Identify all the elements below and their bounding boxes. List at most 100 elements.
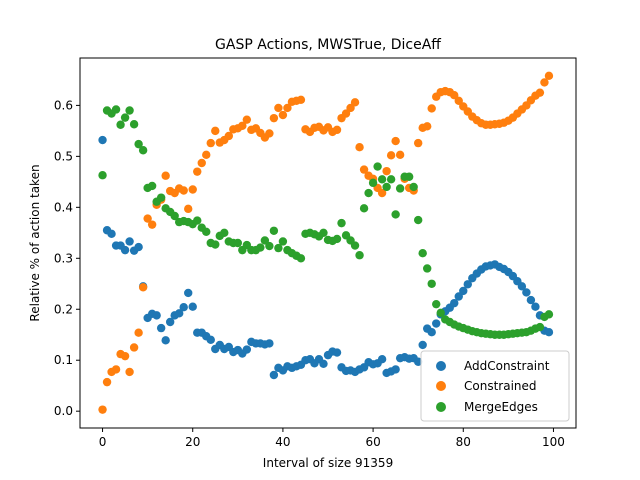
- data-point-addconstraint: [531, 302, 540, 311]
- data-point-mergeedges: [134, 139, 143, 149]
- data-point-mergeedges: [409, 182, 418, 192]
- data-point-constrained: [296, 95, 306, 104]
- data-point-mergeedges: [147, 181, 157, 191]
- data-point-constrained: [355, 142, 364, 152]
- data-point-mergeedges: [193, 216, 202, 225]
- y-tick-label: 0.2: [54, 302, 73, 316]
- data-point-mergeedges: [111, 105, 121, 114]
- data-point-mergeedges: [156, 193, 166, 202]
- data-point-constrained: [274, 103, 283, 113]
- data-point-mergeedges: [368, 178, 378, 188]
- legend-label-addconstraint: AddConstraint: [464, 359, 550, 373]
- data-point-mergeedges: [211, 240, 220, 249]
- data-point-constrained: [238, 121, 247, 130]
- legend-marker-addconstraint: [436, 361, 446, 371]
- data-point-addconstraint: [544, 327, 554, 337]
- data-point-mergeedges: [98, 171, 107, 180]
- x-tick-label: 100: [542, 435, 565, 449]
- data-point-addconstraint: [391, 365, 400, 374]
- legend-marker-mergeedges: [436, 402, 446, 412]
- data-point-addconstraint: [319, 359, 328, 368]
- data-point-mergeedges: [319, 228, 328, 238]
- y-tick-label: 0.5: [54, 149, 73, 163]
- data-point-mergeedges: [125, 106, 134, 115]
- data-point-constrained: [341, 109, 351, 118]
- plot-frame: [79, 57, 577, 429]
- data-point-mergeedges: [260, 236, 270, 245]
- data-point-addconstraint: [517, 282, 527, 291]
- data-point-constrained: [188, 185, 197, 194]
- data-point-mergeedges: [274, 243, 283, 253]
- data-point-mergeedges: [350, 241, 360, 250]
- data-point-constrained: [224, 131, 233, 141]
- data-point-constrained: [540, 78, 549, 87]
- data-point-constrained: [332, 125, 342, 135]
- y-tick-label: 0.6: [54, 98, 73, 112]
- data-point-constrained: [423, 122, 432, 131]
- data-point-constrained: [359, 165, 369, 174]
- legend: AddConstraint Constrained MergeEdges: [420, 350, 570, 422]
- data-point-addconstraint: [188, 302, 197, 311]
- data-point-addconstraint: [175, 309, 184, 318]
- y-axis: 0.0 0.1 0.2 0.3 0.4 0.5 0.6: [54, 98, 80, 418]
- data-point-mergeedges: [413, 215, 423, 225]
- data-point-mergeedges: [269, 226, 279, 235]
- legend-marker-constrained: [436, 381, 446, 391]
- data-point-addconstraint: [120, 245, 130, 255]
- legend-label-constrained: Constrained: [464, 379, 537, 393]
- data-point-constrained: [147, 220, 157, 229]
- x-axis: 0 20 40 60 80 100: [99, 428, 565, 449]
- data-point-constrained: [161, 171, 170, 180]
- data-point-addconstraint: [463, 280, 472, 289]
- data-point-addconstraint: [427, 327, 436, 337]
- data-point-mergeedges: [116, 120, 125, 129]
- data-point-constrained: [179, 186, 188, 195]
- data-point-constrained: [544, 71, 554, 81]
- data-point-addconstraint: [265, 339, 274, 348]
- y-tick-label: 0.1: [54, 353, 73, 367]
- data-point-addconstraint: [206, 335, 215, 345]
- data-point-mergeedges: [256, 243, 265, 252]
- data-point-addconstraint: [377, 355, 387, 364]
- data-point-mergeedges: [544, 310, 554, 319]
- x-tick-label: 20: [185, 435, 200, 449]
- data-point-mergeedges: [170, 211, 179, 221]
- data-point-constrained: [134, 328, 143, 337]
- data-point-constrained: [120, 351, 130, 361]
- data-point-mergeedges: [233, 238, 243, 248]
- data-point-constrained: [269, 113, 279, 123]
- data-point-addconstraint: [125, 237, 134, 246]
- data-point-addconstraint: [418, 340, 427, 350]
- data-point-constrained: [242, 115, 252, 124]
- data-point-constrained: [413, 138, 423, 148]
- chart-title: GASP Actions, MWSTrue, DiceAff: [215, 37, 441, 53]
- data-point-constrained: [138, 283, 148, 292]
- data-point-constrained: [278, 110, 288, 120]
- data-point-mergeedges: [423, 264, 432, 273]
- x-tick-label: 80: [456, 435, 471, 449]
- data-point-mergeedges: [395, 184, 405, 193]
- data-point-addconstraint: [269, 370, 279, 380]
- y-tick-label: 0.0: [54, 404, 73, 418]
- x-tick-label: 40: [275, 435, 290, 449]
- data-point-addconstraint: [526, 295, 536, 305]
- data-point-constrained: [197, 158, 206, 168]
- x-axis-label: Interval of size 91359: [263, 456, 393, 470]
- data-point-constrained: [265, 129, 274, 138]
- data-point-addconstraint: [107, 229, 116, 239]
- data-point-addconstraint: [134, 242, 143, 252]
- data-point-addconstraint: [454, 292, 463, 301]
- x-tick-label: 60: [365, 435, 380, 449]
- data-point-constrained: [346, 103, 355, 113]
- data-point-addconstraint: [98, 135, 107, 145]
- data-point-mergeedges: [404, 172, 414, 181]
- legend-box: [420, 350, 570, 422]
- data-point-mergeedges: [265, 241, 274, 251]
- data-point-mergeedges: [138, 146, 148, 155]
- data-point-constrained: [111, 365, 121, 374]
- data-point-constrained: [184, 204, 193, 214]
- data-point-mergeedges: [278, 237, 288, 246]
- y-tick-label: 0.3: [54, 251, 73, 265]
- data-point-mergeedges: [382, 182, 391, 192]
